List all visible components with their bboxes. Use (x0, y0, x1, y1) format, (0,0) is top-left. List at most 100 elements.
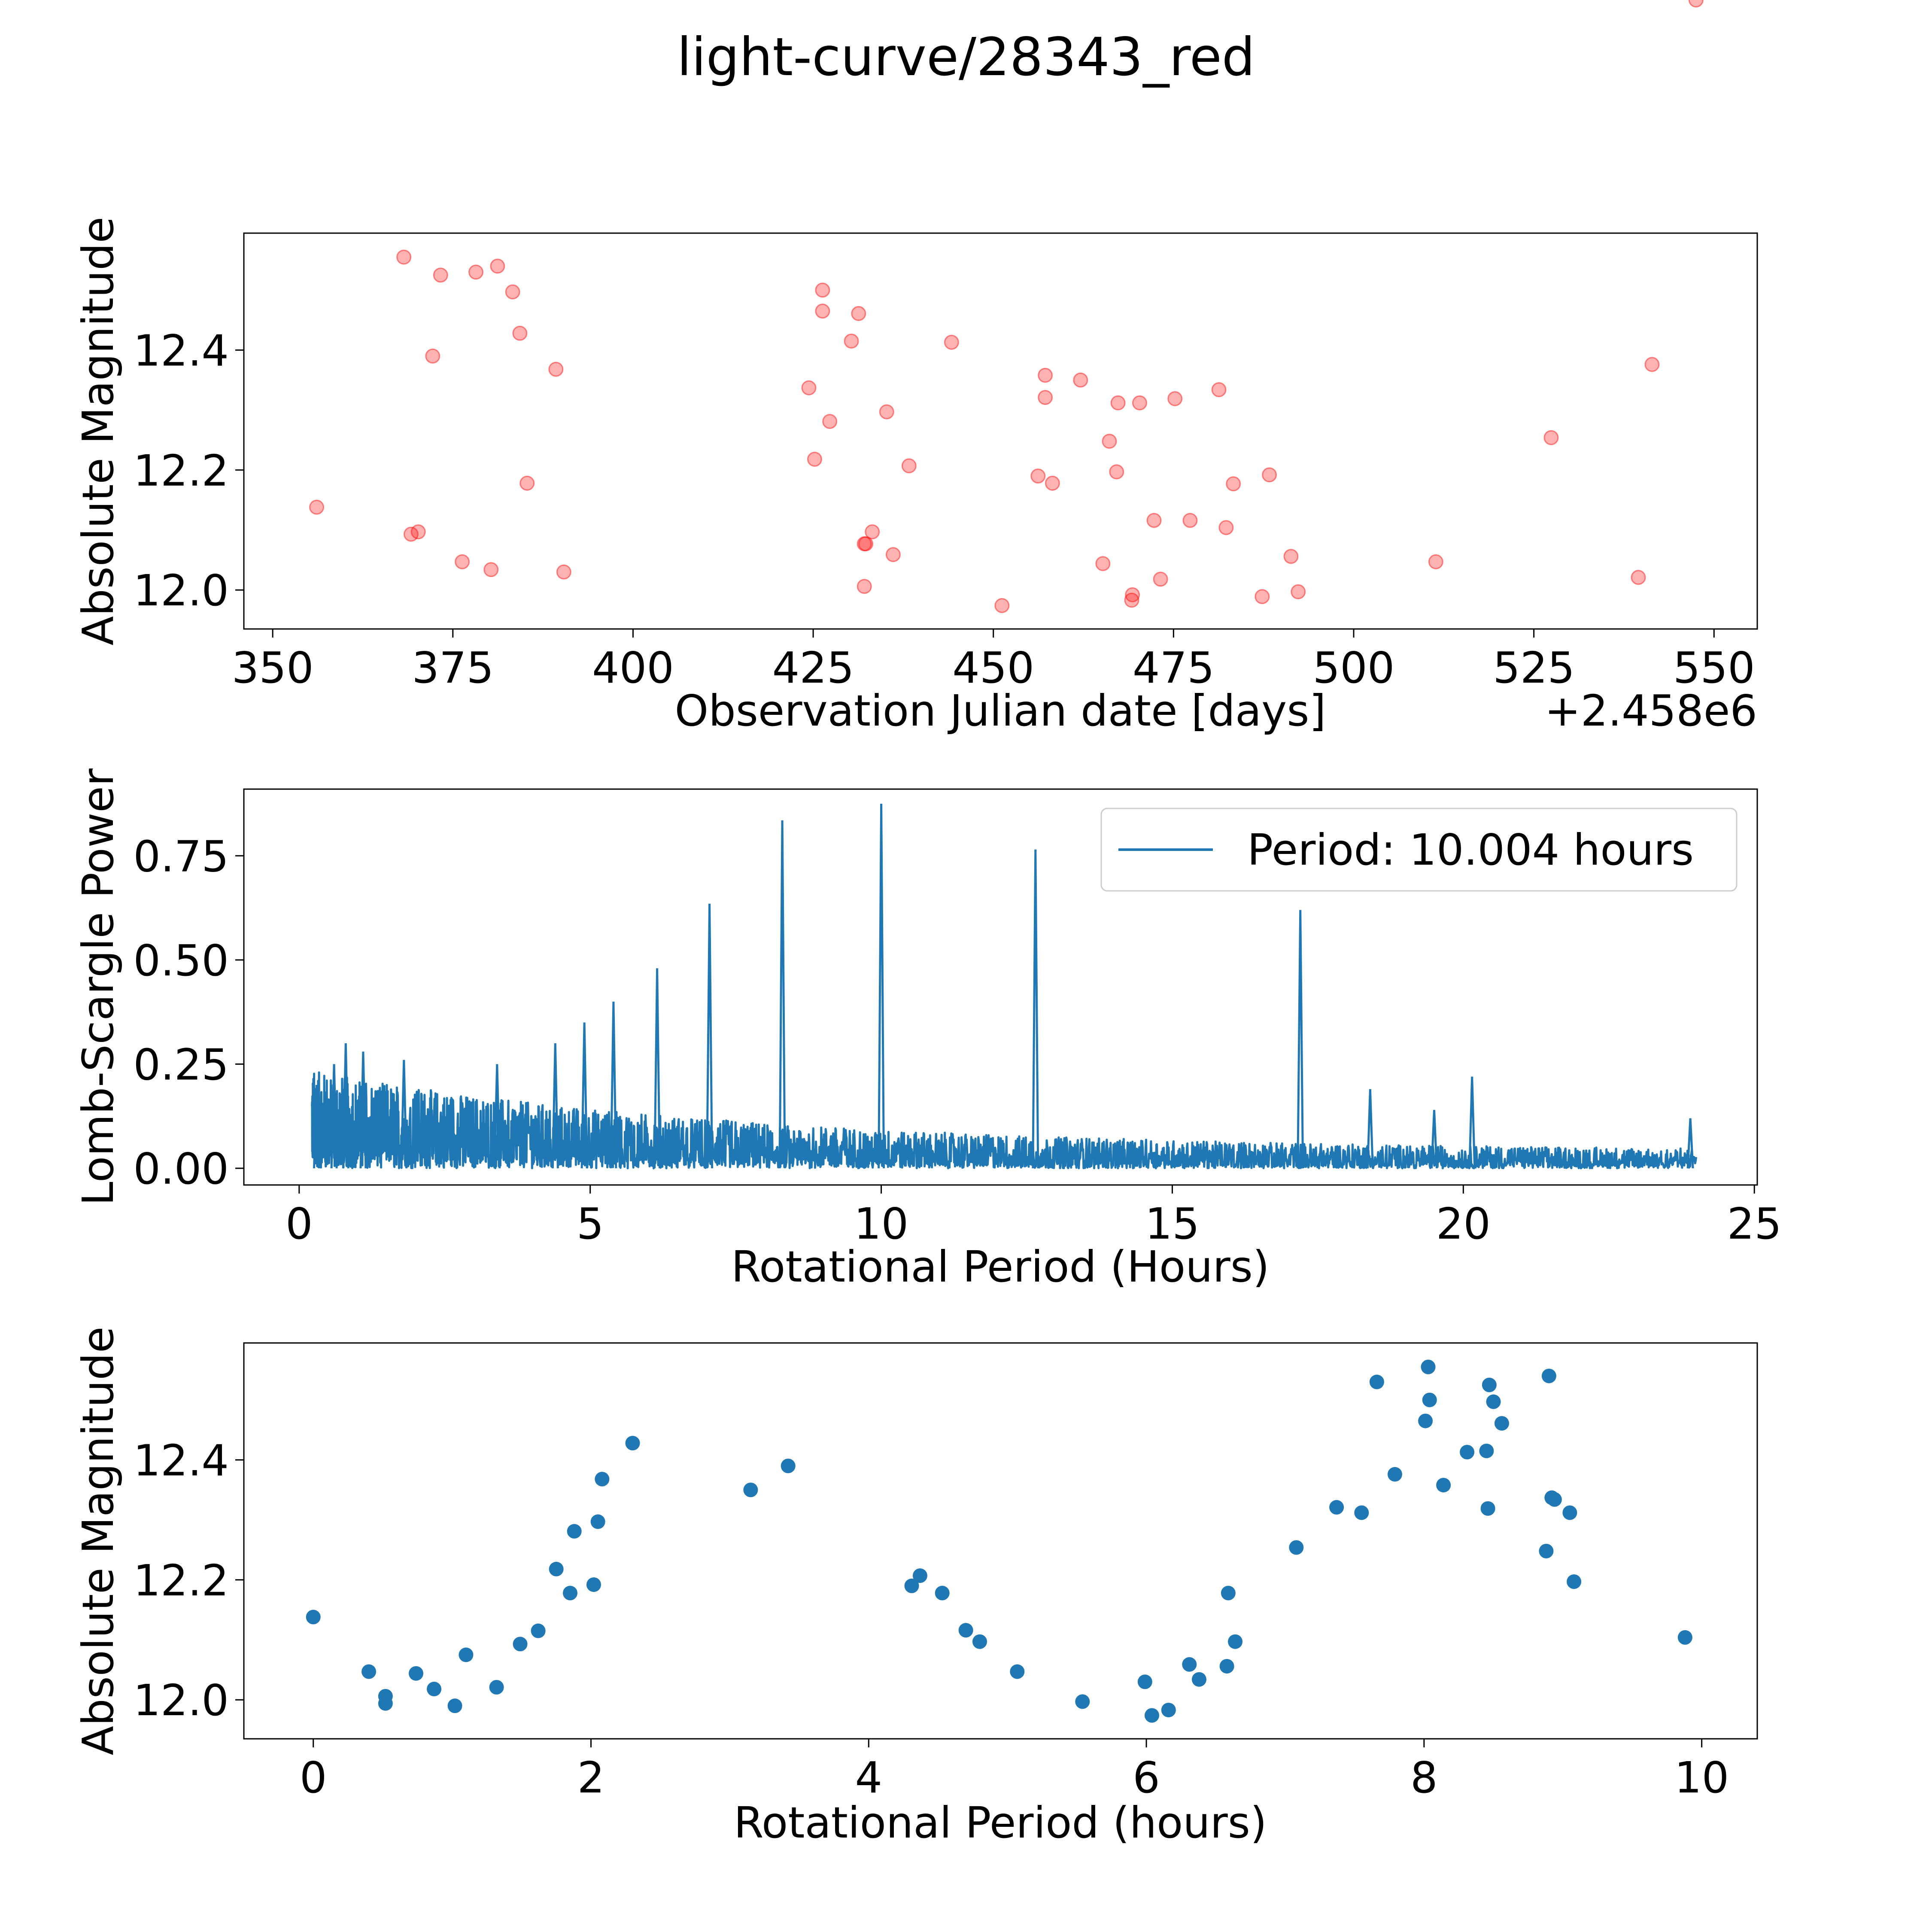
x-tick-label: 6 (1133, 1753, 1160, 1803)
periodogram-peak (1686, 1118, 1694, 1169)
panel-phase-folded-x-ticks: 0 2 4 6 8 10 (300, 1739, 1729, 1803)
light-curve-point (433, 267, 448, 283)
light-curve-point (815, 283, 830, 298)
light-curve-point (1211, 382, 1227, 398)
light-curve-point (1095, 556, 1111, 571)
phase-folded-point (1494, 1416, 1509, 1431)
periodogram-peak (610, 1001, 617, 1169)
phase-folded-point (427, 1682, 442, 1697)
light-curve-point (455, 554, 470, 570)
light-curve-point (1038, 368, 1053, 383)
light-curve-point (396, 249, 412, 265)
periodogram-peak (493, 1064, 501, 1169)
x-tick-label: 4 (855, 1753, 882, 1803)
phase-folded-point (1075, 1694, 1090, 1709)
x-tick-label: 10 (854, 1199, 908, 1249)
light-curve-point (548, 361, 564, 377)
periodogram-peak (1032, 849, 1039, 1169)
light-curve-point (1644, 357, 1660, 372)
x-tick-label: 500 (1313, 643, 1395, 693)
x-tick-label: 0 (286, 1199, 313, 1249)
x-tick-label: 350 (232, 643, 314, 693)
light-curve-point (1226, 476, 1241, 492)
light-curve-point (1030, 468, 1046, 484)
periodogram-peak (1431, 1110, 1438, 1169)
x-tick-label: 375 (412, 643, 494, 693)
light-curve-point (1102, 434, 1117, 449)
phase-folded-point (1369, 1374, 1384, 1389)
y-tick-label: 12.2 (133, 446, 229, 496)
panel-periodogram-x-ticks: 0 5 10 15 20 25 (286, 1185, 1782, 1249)
periodogram-peak (778, 820, 786, 1169)
y-tick-label: 12.0 (133, 565, 229, 616)
light-curve-point (1153, 571, 1168, 587)
panel-phase-folded-y-label: Absolute Magnitude (73, 1327, 123, 1756)
panel-light-curve-x-offset: +2.458e6 (1545, 686, 1757, 736)
light-curve-point (1262, 467, 1277, 483)
panel-periodogram-x-label: Rotational Period (Hours) (731, 1242, 1270, 1292)
x-tick-label: 5 (577, 1199, 604, 1249)
phase-folded-point (567, 1524, 582, 1539)
light-curve-point (815, 304, 830, 319)
phase-folded-point (361, 1664, 377, 1679)
phase-folded-point (306, 1610, 321, 1625)
phase-folded-point (409, 1666, 424, 1681)
x-tick-label: 450 (952, 643, 1034, 693)
panel-light-curve-y-ticks: 12.0 12.2 12.4 (133, 325, 244, 616)
phase-folded-point (1421, 1359, 1436, 1374)
phase-folded-point (1228, 1634, 1243, 1649)
panel-periodogram-y-label: Lomb-Scargle Power (73, 768, 123, 1206)
light-curve-point (1038, 390, 1053, 405)
light-curve-point (844, 333, 859, 349)
y-tick-label: 12.4 (133, 1435, 229, 1485)
phase-folded-point (1182, 1657, 1197, 1672)
light-curve-point (1291, 584, 1306, 599)
phase-folded-point (1191, 1672, 1206, 1687)
x-tick-label: 2 (577, 1753, 605, 1803)
x-tick-label: 20 (1436, 1199, 1491, 1249)
periodogram-peak (1297, 910, 1304, 1169)
light-curve-point (1182, 513, 1198, 528)
light-curve-point (807, 452, 822, 467)
light-curve-point (822, 414, 838, 429)
phase-folded-point (1422, 1392, 1437, 1407)
y-tick-label: 0.75 (133, 831, 229, 881)
periodogram-peak (580, 1022, 588, 1169)
phase-folded-point (1480, 1501, 1495, 1516)
light-curve-point (858, 536, 874, 552)
light-curve-point (505, 284, 520, 300)
light-curve-point (1073, 372, 1088, 388)
legend-box (1100, 808, 1738, 892)
phase-folded-point (1329, 1500, 1344, 1515)
light-curve-point (1218, 520, 1234, 535)
light-curve-point (425, 348, 440, 364)
light-curve-point (1283, 549, 1299, 564)
light-curve-point (519, 476, 535, 491)
phase-folded-point (1436, 1478, 1451, 1493)
periodogram-peak (1366, 1089, 1374, 1169)
phase-folded-point (1547, 1492, 1562, 1507)
phase-folded-point (459, 1647, 474, 1662)
phase-folded-point (549, 1561, 564, 1577)
periodogram-peak (313, 1085, 320, 1169)
panel-periodogram-lines (311, 803, 1698, 1170)
phase-folded-point (904, 1578, 919, 1593)
light-curve-point (944, 334, 959, 350)
phase-folded-point (447, 1698, 462, 1713)
light-curve-point (851, 306, 866, 321)
x-tick-label: 525 (1493, 643, 1575, 693)
light-curve-point (879, 404, 894, 419)
y-tick-label: 0.50 (133, 936, 229, 986)
phase-folded-point (958, 1623, 973, 1638)
phase-folded-point (1539, 1543, 1554, 1558)
phase-folded-point (1145, 1708, 1159, 1723)
phase-folded-point (1010, 1664, 1025, 1679)
panel-phase-folded-frame (243, 1342, 1758, 1740)
periodogram-line (311, 1071, 1698, 1170)
x-tick-label: 0 (300, 1753, 327, 1803)
panel-light-curve-x-ticks: 350 375 400 425 450 475 500 525 550 (232, 629, 1755, 693)
phase-folded-point (743, 1482, 758, 1498)
panel-light-curve-y-label: Absolute Magnitude (73, 217, 123, 646)
light-curve-point (309, 499, 325, 515)
panel-phase-folded-x-label: Rotational Period (hours) (734, 1798, 1267, 1848)
